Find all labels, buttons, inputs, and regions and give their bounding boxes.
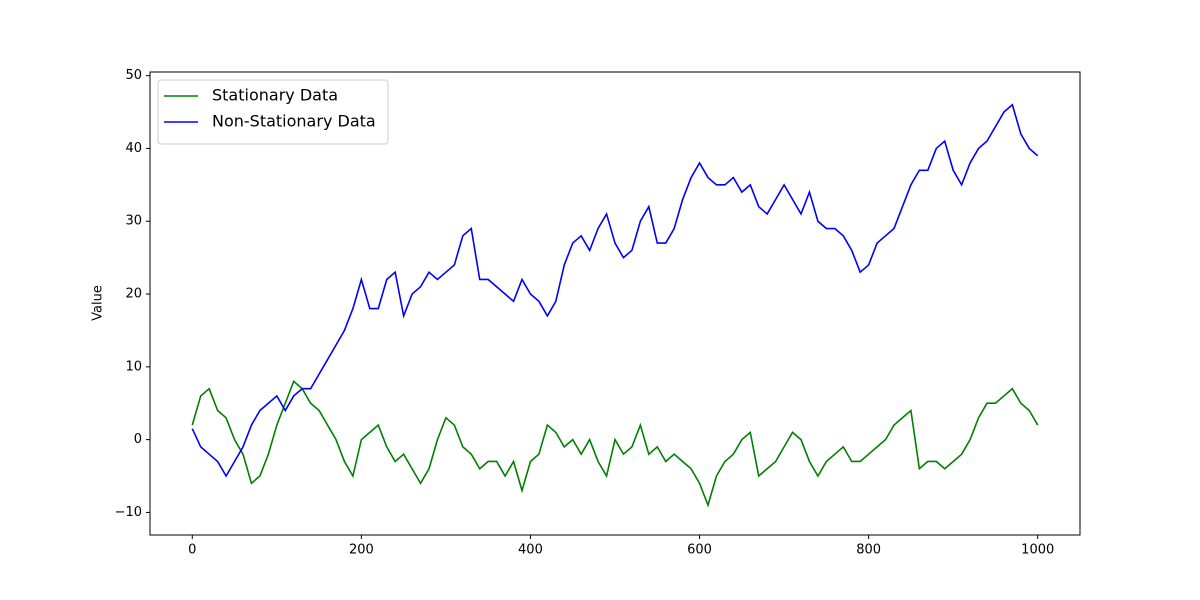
x-tick-label: 200 [349, 543, 374, 558]
x-tick-label: 600 [687, 543, 712, 558]
plot-frame [149, 71, 1081, 536]
y-tick-label: 50 [125, 68, 142, 83]
x-tick-label: 400 [518, 543, 543, 558]
data-line [191, 380, 1039, 508]
y-tick-label: 30 [125, 214, 142, 229]
x-tick-label: 1000 [1021, 543, 1054, 558]
y-tick-label: 40 [125, 141, 142, 156]
data-line [191, 103, 1039, 478]
legend-label: Non-Stationary Data [212, 112, 376, 131]
y-tick-label: −10 [115, 505, 142, 520]
y-tick-label: 20 [125, 287, 142, 302]
legend-box [157, 79, 389, 145]
y-tick-label: 10 [125, 359, 142, 374]
x-tick-label: 800 [856, 543, 881, 558]
legend: Stationary Data Non-Stationary Data [157, 79, 389, 145]
y-tick-label: 0 [134, 432, 142, 447]
y-axis-label: Value [91, 285, 106, 321]
legend-label: Stationary Data [212, 86, 338, 105]
x-tick-label: 0 [188, 543, 196, 558]
